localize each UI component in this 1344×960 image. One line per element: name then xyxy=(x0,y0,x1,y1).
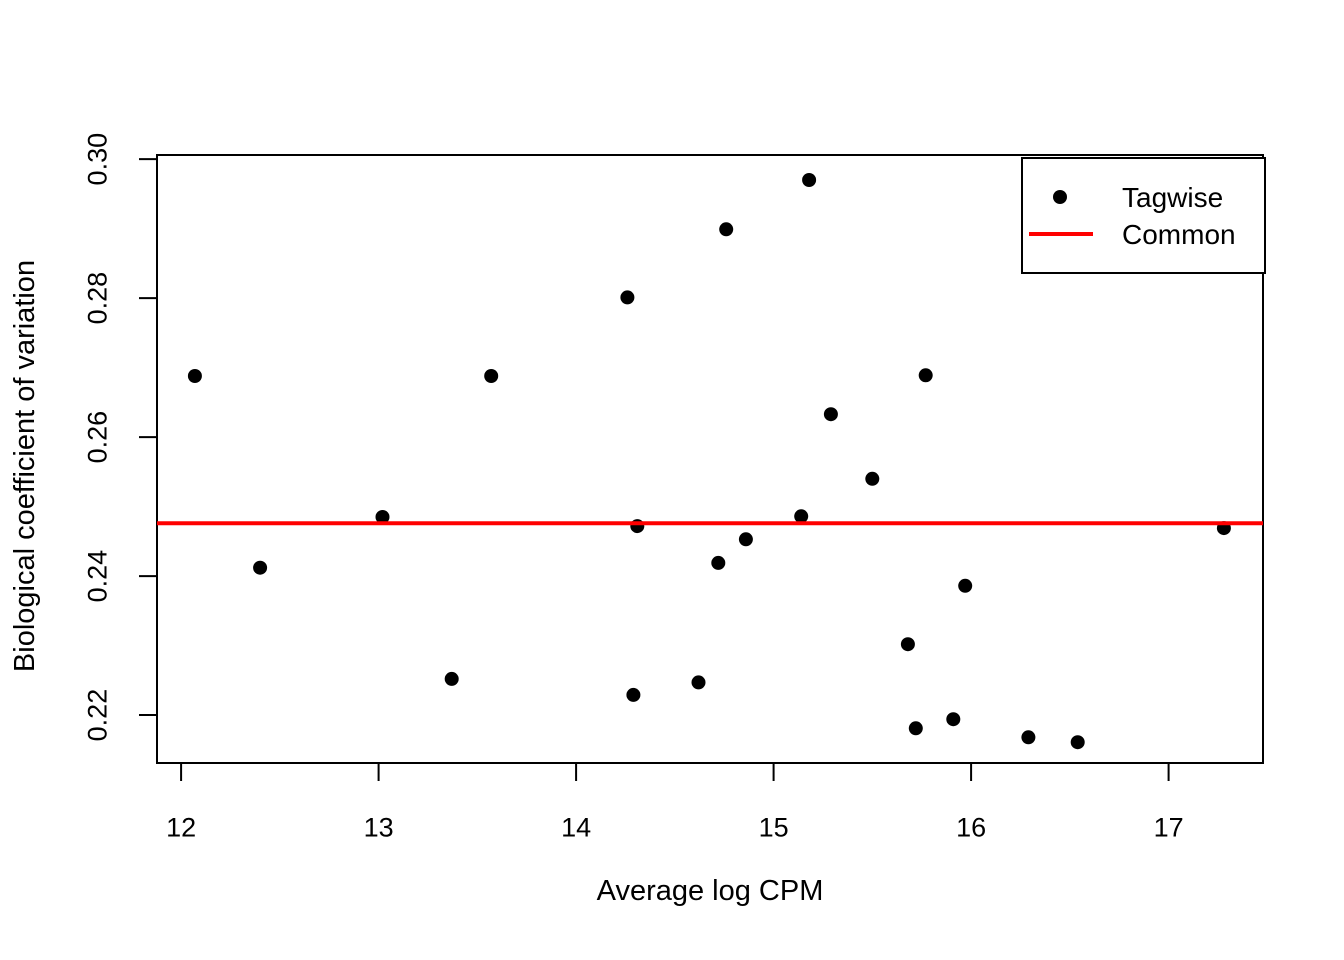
x-axis-title: Average log CPM xyxy=(597,875,824,907)
legend: Tagwise Common xyxy=(1021,157,1266,274)
x-tick-label: 15 xyxy=(759,812,789,842)
data-point xyxy=(908,721,923,736)
y-tick-label: 0.24 xyxy=(82,550,112,603)
data-point xyxy=(620,290,635,305)
data-point xyxy=(375,510,390,524)
legend-item-label-tagwise: Tagwise xyxy=(1122,182,1223,213)
plot-box xyxy=(156,154,1264,764)
data-point xyxy=(626,687,641,702)
data-point xyxy=(187,369,202,383)
data-point xyxy=(719,222,734,237)
y-axis: 0.22 0.24 0.26 0.28 0.30 xyxy=(82,133,157,741)
y-tick-label: 0.26 xyxy=(82,411,112,464)
data-point xyxy=(1021,730,1036,745)
data-point xyxy=(691,675,706,690)
x-axis: 12 13 14 15 16 17 xyxy=(166,763,1184,842)
data-point xyxy=(918,368,933,383)
data-point xyxy=(484,369,499,383)
y-tick-label: 0.28 xyxy=(82,272,112,325)
data-point xyxy=(711,555,726,570)
data-point xyxy=(630,519,645,534)
x-tick-label: 16 xyxy=(956,812,986,842)
data-point xyxy=(738,532,753,547)
x-tick-label: 17 xyxy=(1154,812,1184,842)
legend-box xyxy=(1021,157,1266,274)
data-point xyxy=(958,578,973,593)
data-point xyxy=(946,712,961,727)
legend-point-marker xyxy=(1053,190,1067,204)
data-point xyxy=(253,560,268,575)
y-tick-label: 0.30 xyxy=(82,133,112,186)
y-tick-label: 0.22 xyxy=(82,689,112,742)
data-point xyxy=(794,509,809,524)
y-axis-title: Biological coefficient of variation xyxy=(9,260,41,672)
data-point xyxy=(900,637,915,652)
x-tick-label: 12 xyxy=(166,812,196,842)
data-point xyxy=(802,173,817,187)
x-tick-label: 14 xyxy=(561,812,591,842)
legend-items: Tagwise Common xyxy=(1029,182,1236,250)
legend-item-label-common: Common xyxy=(1122,219,1236,250)
data-point xyxy=(444,671,459,686)
data-point xyxy=(1070,735,1085,750)
data-point xyxy=(823,407,838,422)
data-point xyxy=(865,471,880,486)
x-tick-label: 13 xyxy=(364,812,394,842)
